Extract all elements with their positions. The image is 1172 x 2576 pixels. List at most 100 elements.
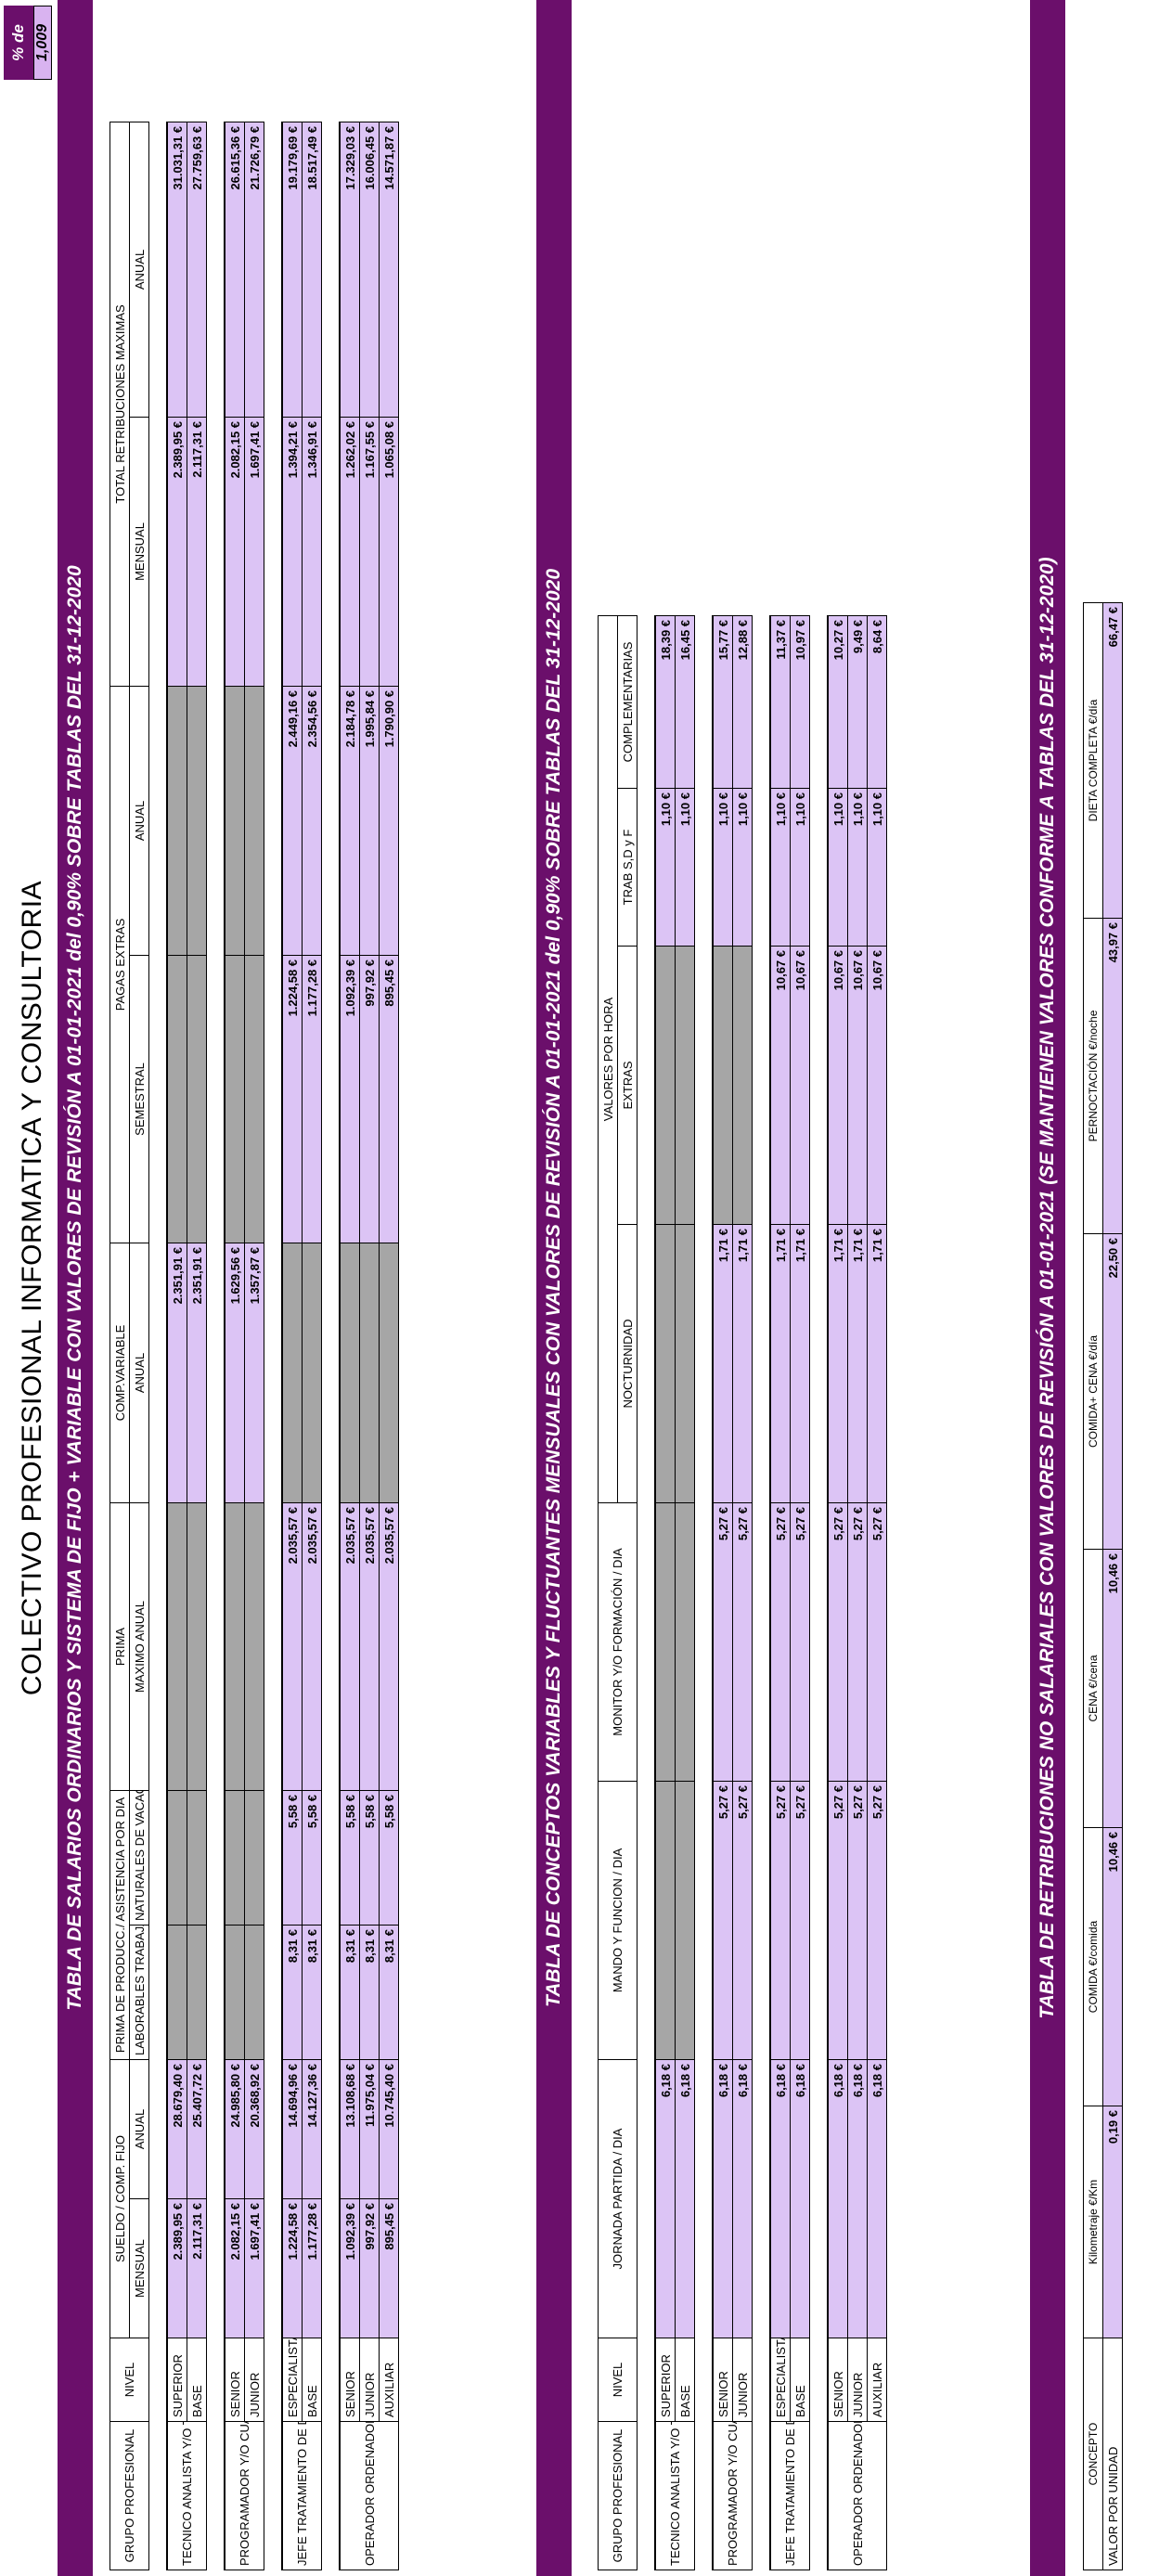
t1-header-sueldo: SUELDO / COMP. FIJO [109,2059,130,2338]
t1-header-mensual: MENSUAL [129,2198,149,2338]
level-label: ESPECIALISTA [770,2338,791,2422]
level-label: JUNIOR [732,2338,753,2422]
row-spacer [321,122,340,2570]
cell-naturales: 5,58 € [359,1790,380,1926]
cell-mando: 5,27 € [713,1781,733,2060]
cell-mensual: 2.082,15 € [225,2198,245,2338]
table2-banner: TABLA DE CONCEPTOS VARIABLES Y FLUCTUANT… [536,0,572,2576]
cell-laborables: 8,31 € [379,1925,399,2060]
row-spacer [809,615,828,2570]
table-row: JUNIOR 1.697,41 €20.368,92 €1.357,87 €1.6… [244,122,264,2570]
cell-semestral [225,955,245,1243]
cell-monitor [675,1502,695,1782]
non-salary-table: CONCEPTO Kilometraje €/Km COMIDA €/comida C… [1083,602,1123,2570]
cell-laborables: 8,31 € [359,1925,380,2060]
level-label: SENIOR [828,2338,848,2422]
level-label: SUPERIOR [167,2338,187,2422]
level-label: JUNIOR [244,2338,264,2422]
level-label: SENIOR [713,2338,733,2422]
table-row: PROGRAMADOR Y/O CUADRO TECNICO SENIOR 2.08… [225,122,264,2570]
t1-header-prima-prod: PRIMA DE PRODUCC./ ASISTENCIA POR DIA [109,1790,130,2060]
cell-trab: 1,10 € [675,788,695,947]
non-salary-value: 66,47 € [1102,602,1123,919]
cell-prima: 2.035,57 € [282,1502,303,1791]
cell-cv-anual [302,1243,322,1503]
t1-header-total: TOTAL RETRIBUCIONES MAXIMAS [109,122,130,687]
table-row: JEFE TRATAMIENTO DE DATOS Y/O ENCUESTAS E… [770,615,810,2570]
cell-laborables [225,1925,245,2060]
level-label: BASE [187,2338,207,2422]
t1-header-anual: ANUAL [129,2059,149,2199]
cell-semestral: 1.177,28 € [302,955,322,1243]
cell-monitor: 5,27 € [790,1502,810,1782]
group-label: PROGRAMADOR Y/O CUADRO TECNICO [225,2421,264,2570]
cell-laborables [244,1925,264,2060]
cell-semestral [244,955,264,1243]
non-salary-value: 43,97 € [1102,918,1123,1234]
cell-monitor: 5,27 € [828,1502,848,1782]
cell-nocturnidad: 1,71 € [790,1224,810,1503]
non-salary-value: 10,46 € [1102,1827,1123,2106]
non-salary-header: CONCEPTO [1083,2338,1103,2570]
t2-header-extras: EXTRAS [617,946,638,1225]
cell-pe-anual [244,686,264,956]
cell-extras: 10,67 € [790,946,810,1225]
t1-header-laborables: LABORABLES TRABAJADOS [129,1925,149,2060]
t2-header-valores-hora: VALORES POR HORA [598,615,618,1503]
cell-t-anual: 14.571,87 € [379,122,399,418]
non-salary-header: CENA €/cena [1083,1549,1103,1828]
cell-naturales: 5,58 € [282,1790,303,1926]
cell-complementarias: 16,45 € [675,615,695,789]
cell-anual: 14.127,36 € [302,2059,322,2199]
cell-cv-anual [359,1243,380,1503]
cell-trab: 1,10 € [770,788,791,947]
cell-prima: 2.035,57 € [379,1502,399,1791]
group-label: OPERADOR ORDENADOR Y/O ENCUESTADOR [340,2421,399,2570]
cell-jornada: 6,18 € [828,2059,848,2338]
cell-laborables: 8,31 € [302,1925,322,2060]
cell-t-mensual: 2.082,15 € [225,417,245,687]
cell-t-anual: 19.179,69 € [282,122,303,418]
cell-pe-anual [225,686,245,956]
table3-banner: TABLA DE RETRIBUCIONES NO SALARIALES CON… [1030,0,1065,2576]
level-label: BASE [790,2338,810,2422]
cell-complementarias: 10,97 € [790,615,810,789]
cell-naturales: 5,58 € [340,1790,360,1926]
cell-anual: 11.975,04 € [359,2059,380,2199]
cell-laborables [187,1925,207,2060]
cell-anual: 14.694,96 € [282,2059,303,2199]
cell-complementarias: 15,77 € [713,615,733,789]
cell-anual: 24.985,80 € [225,2059,245,2199]
cell-jornada: 6,18 € [732,2059,753,2338]
cell-monitor: 5,27 € [847,1502,868,1782]
cell-anual: 28.679,40 € [167,2059,187,2199]
cell-mando [675,1781,695,2060]
t2-header-jornada: JORNADA PARTIDA / DIA [598,2059,638,2338]
cell-mensual: 895,45 € [379,2198,399,2338]
cell-mensual: 1.224,58 € [282,2198,303,2338]
non-salary-header: COMIDA €/comida [1083,1827,1103,2106]
table1-banner: TABLA DE SALARIOS ORDINARIOS Y SISTEMA D… [58,0,93,2576]
cell-mensual: 1.092,39 € [340,2198,360,2338]
table-row: PROGRAMADOR Y/O CUADRO TECNICO SENIOR 6,18… [713,615,753,2570]
cell-anual: 13.108,68 € [340,2059,360,2199]
cell-pe-anual: 2.354,56 € [302,686,322,956]
cell-extras: 10,67 € [867,946,887,1225]
t1-header-comp-variable: COMP.VARIABLE [109,1243,130,1503]
non-salary-header: COMIDA+ CENA €/día [1083,1233,1103,1550]
cell-prima [244,1502,264,1791]
cell-prima [167,1502,187,1791]
table-row: JEFE TRATAMIENTO DE DATOS Y/O ENCUESTAS E… [282,122,322,2570]
cell-pe-anual: 2.184,78 € [340,686,360,956]
row-spacer [148,122,167,2570]
level-label: AUXILIAR [867,2338,887,2422]
cell-jornada: 6,18 € [675,2059,695,2338]
cell-semestral: 1.092,39 € [340,955,360,1243]
group-label: TECNICO ANALISTA Y/O TITULADO [167,2421,207,2570]
level-label: BASE [302,2338,322,2422]
cell-t-mensual: 1.697,41 € [244,417,264,687]
row-spacer [206,122,225,2570]
t1-header-t-anual: ANUAL [129,122,149,418]
cell-naturales [167,1790,187,1926]
